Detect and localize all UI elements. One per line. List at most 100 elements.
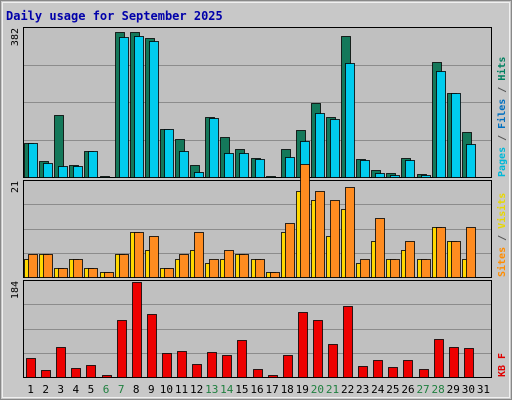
bar [255, 159, 265, 178]
bar [194, 172, 204, 178]
x-tick-label: 25 [386, 383, 399, 396]
x-tick-label: 24 [371, 383, 385, 396]
bar [464, 348, 474, 378]
panel-legend: KB F [497, 353, 508, 377]
bar [58, 166, 68, 178]
bar [100, 176, 110, 178]
bar [315, 113, 325, 178]
bar [388, 367, 398, 378]
bar [466, 144, 476, 178]
panel-kbytes: 184 KB F [10, 280, 508, 378]
bar [26, 358, 36, 378]
bar [58, 268, 68, 278]
bar [207, 352, 217, 378]
bar [434, 339, 444, 378]
x-tick-label: 13 [205, 383, 218, 396]
bar [421, 175, 431, 178]
bar [43, 254, 53, 278]
bar [162, 353, 172, 378]
chart-title: Daily usage for September 2025 [6, 9, 223, 23]
x-tick-label: 29 [447, 383, 460, 396]
bar [56, 347, 66, 378]
bar [373, 360, 383, 378]
x-tick-label: 12 [190, 383, 203, 396]
x-axis-labels: 1 2 3 4 5 6 7 8 9 10 11 12 13 14 15 16 17 18 19 20 21 22 23 24 2… [27, 383, 490, 396]
x-tick-label: 4 [73, 383, 80, 396]
y-axis-max-label: 21 [10, 181, 21, 193]
x-tick-label: 9 [148, 383, 155, 396]
bar [88, 151, 98, 178]
bar [390, 259, 400, 278]
x-tick-label: 1 [27, 383, 34, 396]
bar [149, 41, 159, 178]
bar [104, 272, 114, 278]
bar [149, 236, 159, 278]
x-tick-label: 3 [57, 383, 64, 396]
series-sites [28, 164, 476, 278]
bar [71, 368, 81, 378]
bar [360, 160, 370, 178]
bar [375, 173, 385, 178]
bar [298, 312, 308, 378]
panel-legend: Pages / Files / Hits [496, 57, 508, 177]
legend-part: KB F [497, 353, 508, 377]
bar [147, 314, 157, 378]
legend-part: / [497, 229, 508, 247]
bar [164, 129, 174, 178]
bar [239, 153, 249, 178]
bar [28, 254, 38, 278]
legend-part: Files [496, 99, 508, 129]
bar [270, 272, 280, 278]
legend-part: Sites [496, 247, 508, 277]
bar [134, 36, 144, 178]
bar [358, 366, 368, 378]
bar [73, 259, 83, 278]
bar [375, 218, 385, 278]
x-tick-label: 18 [281, 383, 294, 396]
legend-part: / [497, 81, 508, 99]
x-tick-label: 7 [118, 383, 125, 396]
bar [313, 320, 323, 378]
bar [239, 254, 249, 278]
bar [451, 93, 461, 178]
bar [102, 375, 112, 378]
bar [403, 360, 413, 378]
bar [177, 351, 187, 378]
x-tick-label: 27 [416, 383, 429, 396]
bar [134, 232, 144, 278]
bar [436, 227, 446, 278]
legend-part: / [497, 129, 508, 147]
x-tick-label: 10 [160, 383, 173, 396]
bar [209, 259, 219, 278]
x-tick-label: 8 [133, 383, 140, 396]
bar [285, 157, 295, 178]
bar [405, 160, 415, 178]
bar [449, 347, 459, 378]
bar [330, 200, 340, 278]
bar [164, 268, 174, 278]
x-tick-label: 21 [326, 383, 339, 396]
bar [266, 176, 276, 178]
bar [194, 232, 204, 278]
bar [345, 63, 355, 178]
x-tick-label: 5 [88, 383, 95, 396]
bar [192, 364, 202, 378]
bar [343, 306, 353, 378]
bar [43, 163, 53, 178]
bar [224, 153, 234, 178]
bar [224, 250, 234, 278]
bar [253, 369, 263, 378]
x-tick-label: 20 [311, 383, 324, 396]
bar [466, 227, 476, 278]
bar [119, 254, 129, 278]
bar [421, 259, 431, 278]
x-tick-label: 17 [265, 383, 278, 396]
x-tick-label: 14 [220, 383, 234, 396]
bar [222, 355, 232, 378]
panel-sites_visits: 21 Sites / Visits [10, 164, 508, 278]
bar [209, 118, 219, 178]
bar [268, 375, 278, 378]
bar [285, 223, 295, 278]
x-tick-label: 22 [341, 383, 354, 396]
